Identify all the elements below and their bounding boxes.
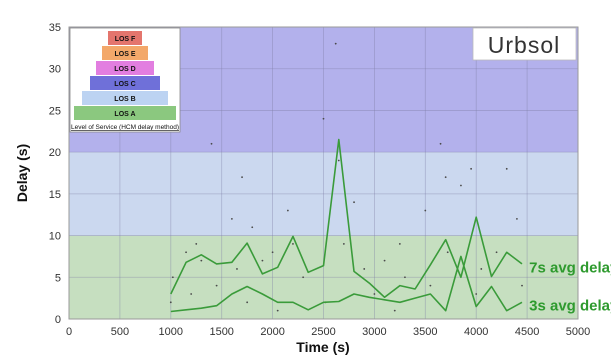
scatter-point	[195, 243, 198, 245]
los-step	[82, 91, 168, 105]
y-tick-label: 30	[49, 64, 61, 76]
x-tick-label: 4000	[464, 326, 488, 338]
x-tick-label: 5000	[566, 326, 590, 338]
x-tick-label: 0	[66, 326, 72, 338]
los-step-label: LOS B	[114, 96, 135, 103]
scatter-point	[230, 217, 233, 220]
scatter-point	[241, 176, 243, 179]
y-tick-label: 25	[49, 105, 61, 117]
scatter-point	[185, 251, 187, 254]
los-step	[90, 76, 160, 90]
scatter-point	[236, 268, 238, 270]
los-step-label: LOS C	[114, 81, 135, 88]
y-tick-label: 10	[49, 231, 61, 243]
scatter-point	[337, 159, 340, 162]
legend-caption: Level of Service (HCM delay method)	[71, 124, 179, 131]
x-tick-label: 4500	[515, 326, 539, 338]
plot-frame	[68, 26, 579, 320]
scatter-point	[246, 301, 249, 304]
los-legend: LOS F LOS E LOS D LOS C LOS B LOS A Level of …	[69, 27, 181, 133]
scatter-point	[363, 268, 366, 270]
x-tick-label: 1000	[159, 326, 183, 338]
y-tick-label: 35	[49, 22, 61, 34]
scatter-point	[404, 276, 406, 279]
scatter-points	[169, 42, 523, 312]
scatter-point	[521, 284, 523, 287]
scatter-point	[424, 209, 427, 212]
brand-text: Urbsol	[488, 32, 560, 58]
y-tick-label: 15	[49, 189, 61, 201]
scatter-point	[286, 209, 289, 212]
scatter-point	[276, 309, 279, 312]
scatter-point	[171, 276, 174, 279]
scatter-point	[439, 142, 442, 145]
los-band-0	[69, 235, 578, 319]
scatter-point	[373, 293, 376, 295]
brand-logo: Urbsol	[472, 27, 577, 61]
x-tick-label: 3000	[362, 326, 386, 338]
scatter-point	[251, 226, 254, 229]
scatter-point	[190, 293, 193, 295]
scatter-point	[322, 117, 325, 120]
annotations: 7s avg delay 3s avg delay	[529, 259, 611, 314]
x-tick-label: 1500	[209, 326, 233, 338]
scatter-point	[302, 276, 305, 279]
scatter-point	[446, 251, 449, 254]
annotation-label: 3s avg delay	[529, 298, 611, 315]
scatter-point	[342, 243, 345, 245]
scatter-point	[429, 284, 432, 287]
y-axis-title: Delay (s)	[14, 144, 30, 202]
brand-box	[472, 27, 577, 61]
scatter-point	[261, 259, 264, 262]
y-tick-label: 20	[49, 147, 61, 159]
scatter-point	[460, 184, 462, 187]
scatter-point	[353, 201, 355, 204]
los-step-label: LOS D	[114, 66, 135, 73]
scatter-point	[398, 243, 401, 245]
los-step-label: LOS E	[114, 51, 135, 58]
scatter-point	[475, 293, 478, 295]
series-line-1	[170, 255, 523, 313]
los-step	[108, 31, 142, 45]
scatter-point	[444, 176, 447, 179]
los-step-label: LOS A	[114, 111, 135, 118]
los-step	[102, 46, 148, 60]
x-tick-label: 2500	[311, 326, 335, 338]
scatter-point	[334, 42, 337, 45]
scatter-point	[480, 268, 483, 270]
scatter-point	[271, 251, 274, 254]
los-step-label: LOS F	[115, 36, 136, 43]
scatter-point	[505, 167, 508, 170]
scatter-point	[292, 243, 294, 245]
scatter-point	[200, 259, 203, 262]
tick-labels: 0 500 1000 1500 2000 2500 3000 3500 4000 4500 5000…	[49, 22, 590, 338]
y-tick-label: 0	[55, 314, 61, 326]
scatter-point	[215, 284, 218, 287]
scatter-point	[210, 142, 213, 145]
los-band-1	[69, 152, 578, 236]
los-step	[74, 106, 176, 120]
scatter-point	[383, 259, 386, 262]
los-step	[96, 61, 154, 75]
y-tick-label: 5	[55, 272, 61, 284]
x-tick-label: 2000	[260, 326, 284, 338]
scatter-point	[393, 309, 396, 312]
x-tick-label: 500	[111, 326, 129, 338]
scatter-point	[495, 251, 498, 254]
x-axis-title: Time (s)	[296, 339, 349, 355]
annotation-label: 7s avg delay	[529, 259, 611, 276]
series-lines	[170, 138, 523, 313]
x-tick-label: 3500	[413, 326, 437, 338]
scatter-point	[516, 217, 518, 220]
scatter-point	[470, 167, 473, 170]
scatter-point	[169, 301, 172, 304]
